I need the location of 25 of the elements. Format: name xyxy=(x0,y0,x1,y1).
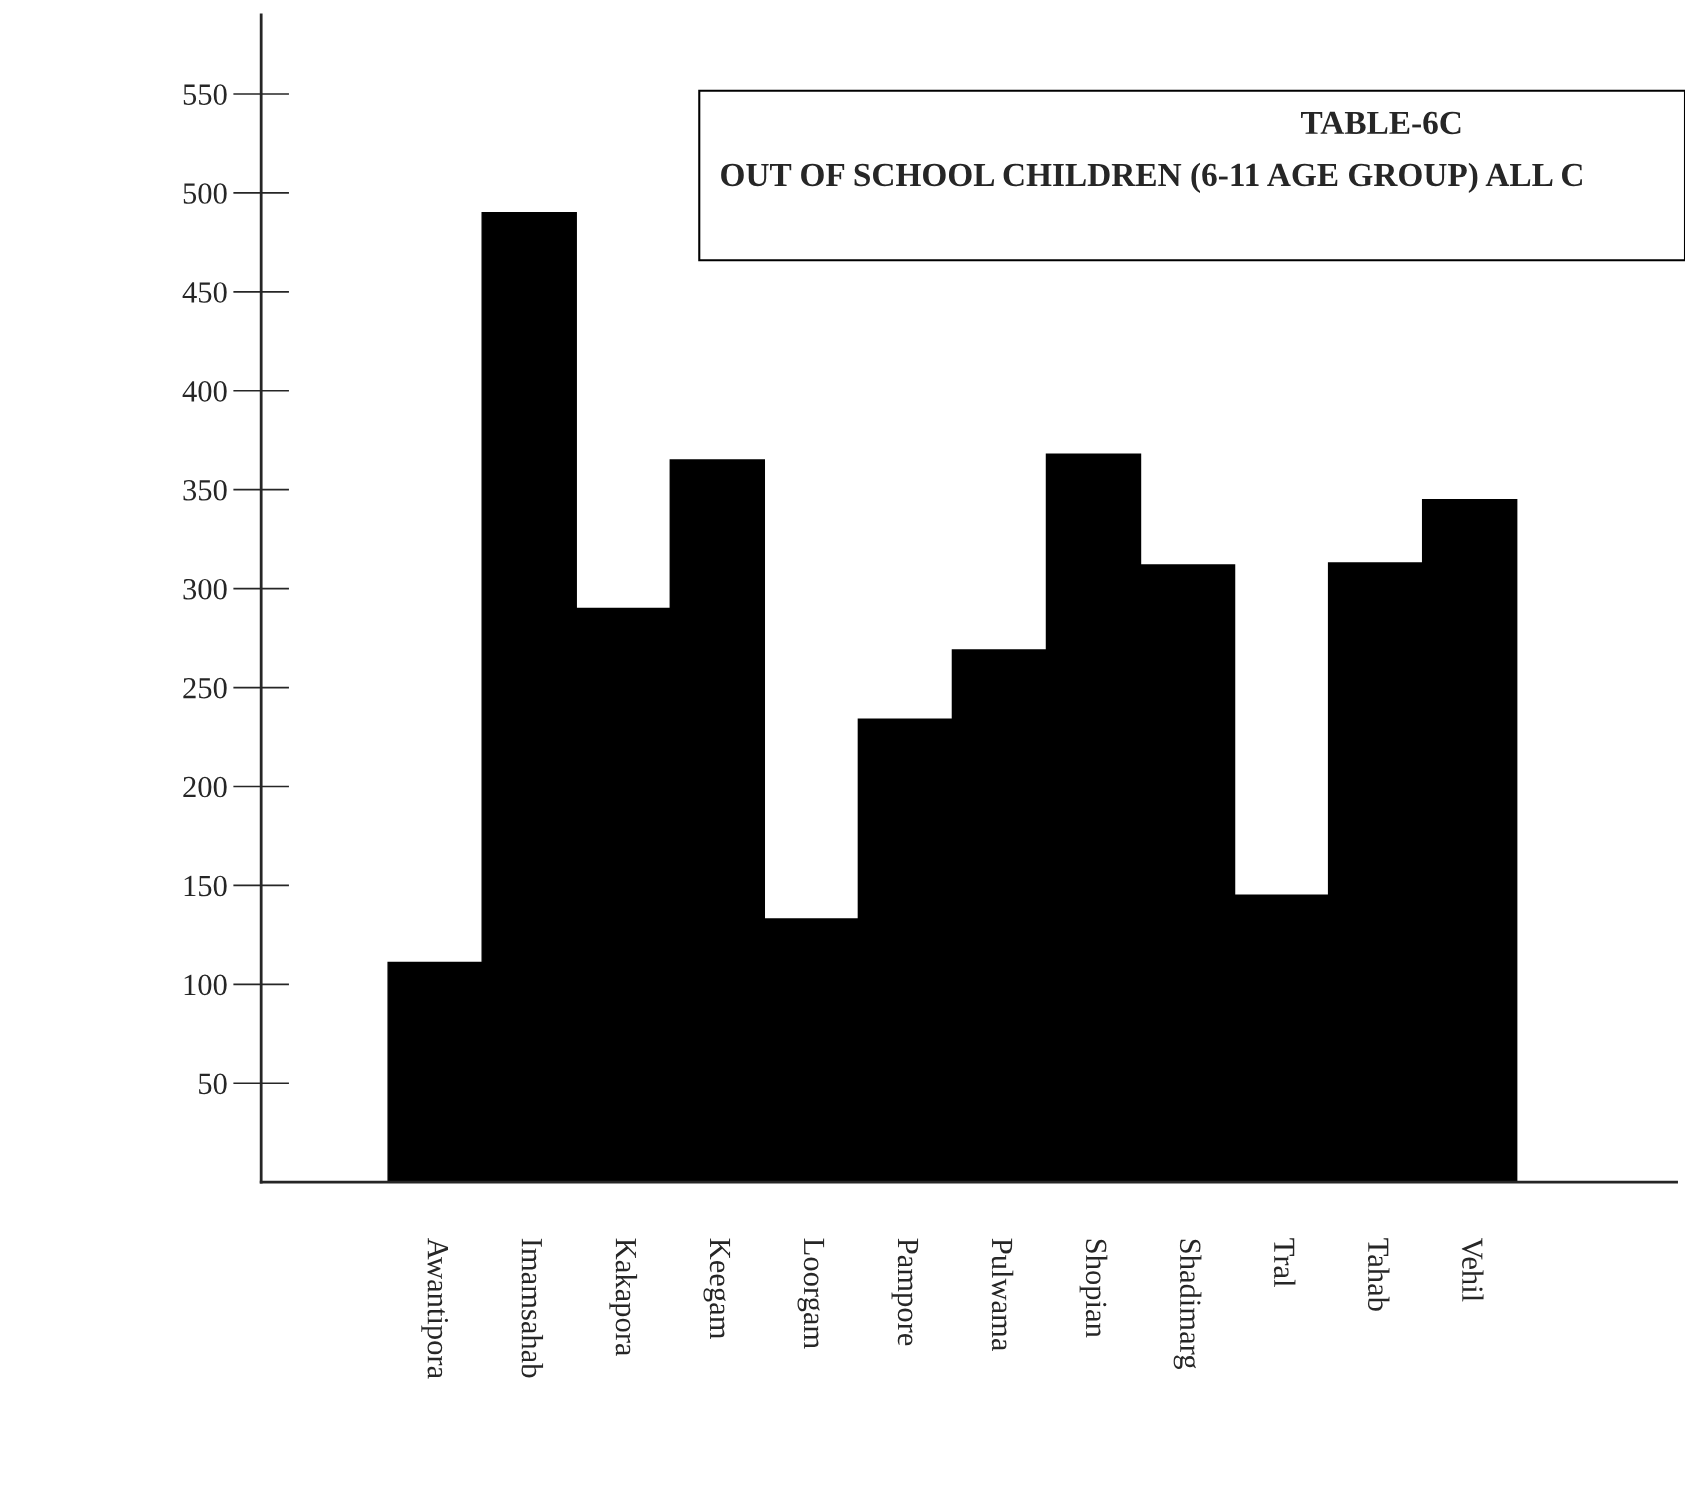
y-tick-label: 100 xyxy=(184,974,227,996)
x-tick-label: Pulwama xyxy=(991,1238,1014,1352)
y-tick-label: 50 xyxy=(199,1073,227,1095)
x-tick-label: Keegam xyxy=(703,1238,731,1340)
x-tick-label: Loorgam xyxy=(797,1238,825,1349)
y-tick-label: 150 xyxy=(184,875,227,897)
x-tick-label: Awantipora xyxy=(421,1238,449,1379)
y-tick-label: 250 xyxy=(183,677,227,699)
x-tick-label: Imamsahab xyxy=(521,1238,544,1378)
y-tick-label: 350 xyxy=(183,479,227,501)
x-tick-label: Kakapora xyxy=(609,1238,638,1357)
x-tick-label: Tral xyxy=(1273,1238,1296,1287)
x-tick-label: Shopian xyxy=(1079,1239,1108,1338)
x-tick-label: Pampore xyxy=(891,1238,919,1346)
x-tick-label: Shadimarg xyxy=(1173,1239,1202,1369)
y-tick-label: 200 xyxy=(183,776,227,798)
y-tick-label: 550 xyxy=(183,84,227,105)
y-tick-label: 400 xyxy=(182,381,227,402)
y-tick-label: 450 xyxy=(182,282,227,303)
x-tick-label: Tahab xyxy=(1367,1238,1390,1311)
text: TABLE-6C xyxy=(1301,111,1461,135)
y-tick-label: 500 xyxy=(183,183,227,204)
x-tick-label: Vehil xyxy=(1461,1238,1484,1302)
text: OUT OF SCHOOL CHILDREN (6-11 AGE GROUP) ALL C xyxy=(721,162,1582,193)
y-tick-label: 300 xyxy=(183,578,227,600)
